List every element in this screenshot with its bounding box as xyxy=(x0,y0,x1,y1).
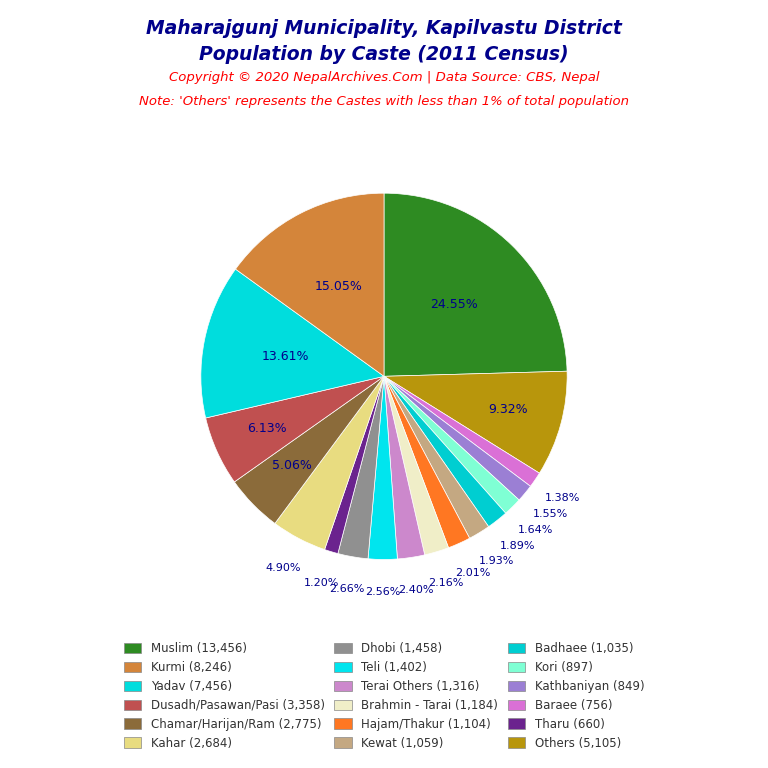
Wedge shape xyxy=(206,376,384,482)
Text: 24.55%: 24.55% xyxy=(430,298,478,310)
Wedge shape xyxy=(201,269,384,418)
Wedge shape xyxy=(384,376,469,548)
Text: 1.93%: 1.93% xyxy=(478,556,514,566)
Text: 2.56%: 2.56% xyxy=(365,588,400,598)
Text: 5.06%: 5.06% xyxy=(273,459,313,472)
Text: Maharajgunj Municipality, Kapilvastu District: Maharajgunj Municipality, Kapilvastu Dis… xyxy=(146,19,622,38)
Wedge shape xyxy=(384,376,505,527)
Wedge shape xyxy=(236,194,384,376)
Text: 1.20%: 1.20% xyxy=(304,578,339,588)
Text: 6.13%: 6.13% xyxy=(247,422,287,435)
Text: 9.32%: 9.32% xyxy=(488,403,528,416)
Text: 1.64%: 1.64% xyxy=(518,525,554,535)
Wedge shape xyxy=(384,376,519,513)
Text: 2.16%: 2.16% xyxy=(429,578,464,588)
Wedge shape xyxy=(384,376,449,554)
Wedge shape xyxy=(384,194,567,376)
Text: 13.61%: 13.61% xyxy=(261,350,309,363)
Text: Population by Caste (2011 Census): Population by Caste (2011 Census) xyxy=(199,45,569,64)
Wedge shape xyxy=(368,376,397,559)
Wedge shape xyxy=(338,376,384,559)
Text: 1.55%: 1.55% xyxy=(533,509,568,519)
Wedge shape xyxy=(234,376,384,524)
Wedge shape xyxy=(384,376,531,500)
Wedge shape xyxy=(275,376,384,550)
Text: 1.89%: 1.89% xyxy=(500,541,535,551)
Wedge shape xyxy=(384,371,567,473)
Wedge shape xyxy=(325,376,384,554)
Text: 1.38%: 1.38% xyxy=(545,494,580,504)
Text: 2.01%: 2.01% xyxy=(455,568,491,578)
Text: 2.40%: 2.40% xyxy=(399,585,434,595)
Text: 2.66%: 2.66% xyxy=(329,584,365,594)
Wedge shape xyxy=(384,376,425,559)
Legend: Muslim (13,456), Kurmi (8,246), Yadav (7,456), Dusadh/Pasawan/Pasi (3,358), Cham: Muslim (13,456), Kurmi (8,246), Yadav (7… xyxy=(119,637,649,754)
Text: 4.90%: 4.90% xyxy=(266,563,301,573)
Wedge shape xyxy=(384,376,488,538)
Text: 15.05%: 15.05% xyxy=(314,280,362,293)
Text: Note: 'Others' represents the Castes with less than 1% of total population: Note: 'Others' represents the Castes wit… xyxy=(139,95,629,108)
Wedge shape xyxy=(384,376,539,486)
Text: Copyright © 2020 NepalArchives.Com | Data Source: CBS, Nepal: Copyright © 2020 NepalArchives.Com | Dat… xyxy=(169,71,599,84)
